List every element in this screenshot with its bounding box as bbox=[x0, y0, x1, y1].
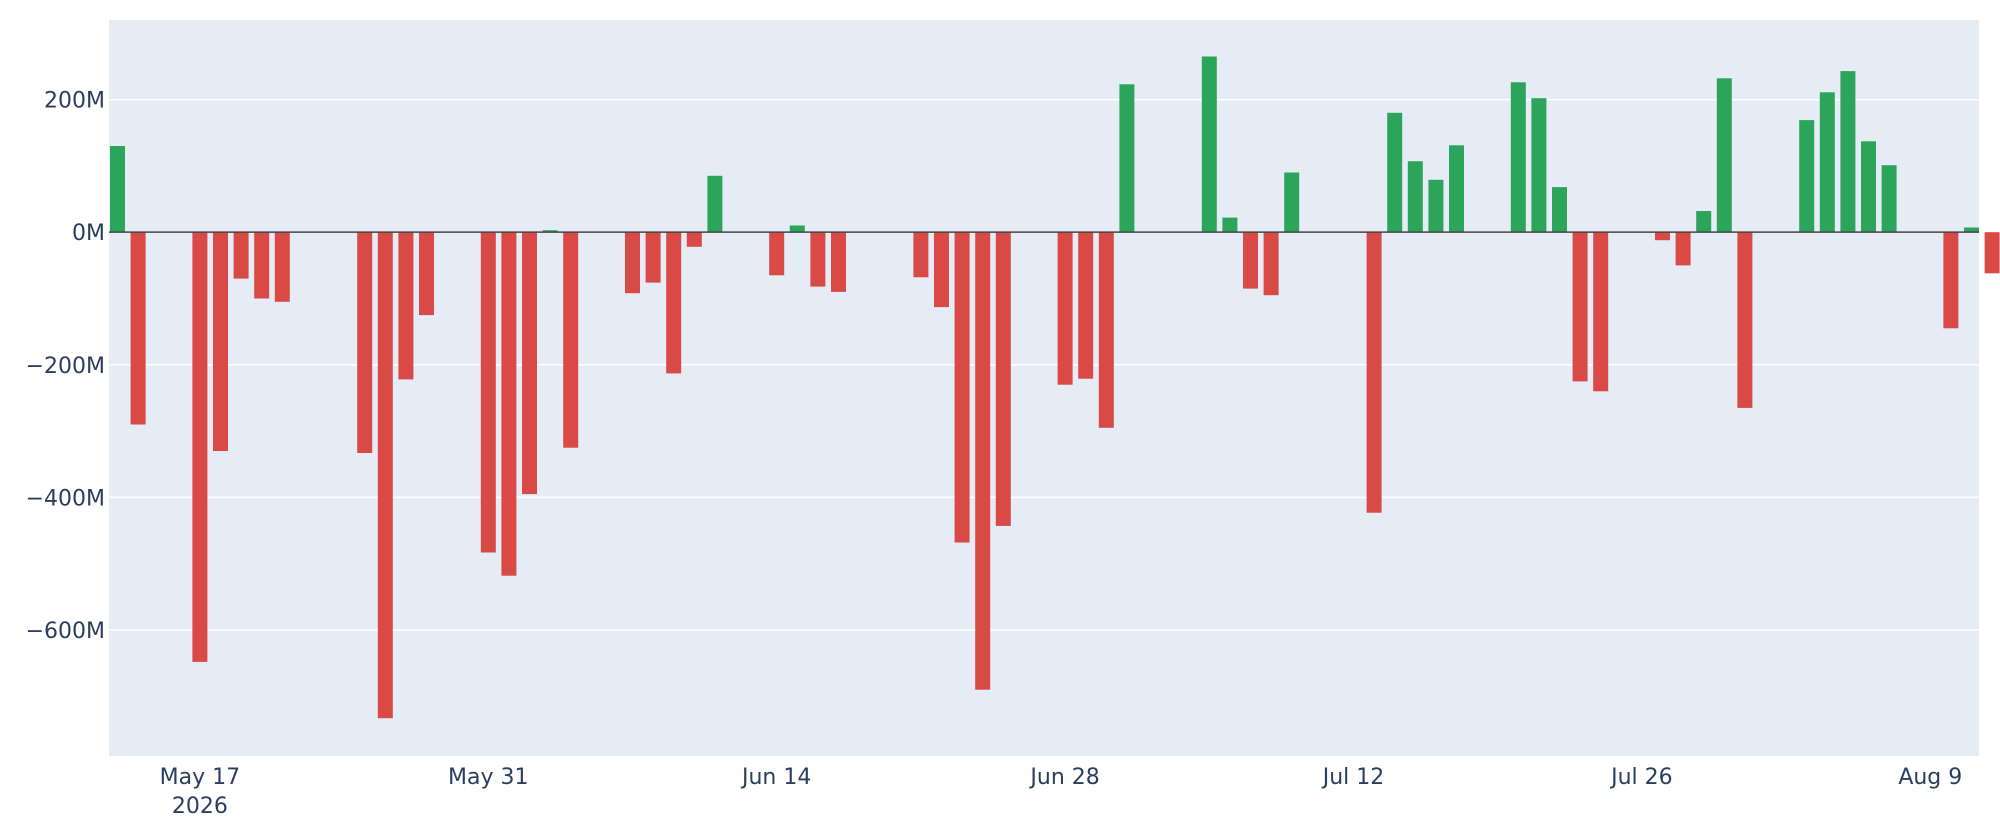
bar bbox=[789, 225, 805, 233]
bar bbox=[995, 232, 1011, 526]
bar bbox=[254, 232, 270, 299]
x-tick-year-label: 2026 bbox=[172, 794, 228, 819]
x-tick-label: Jun 28 bbox=[1028, 765, 1099, 790]
x-tick-label: Jul 12 bbox=[1321, 765, 1385, 790]
x-tick-label: May 31 bbox=[448, 765, 528, 790]
bar bbox=[110, 146, 125, 233]
y-tick-label: −400M bbox=[26, 486, 105, 511]
bar bbox=[357, 232, 373, 453]
x-tick-label: May 17 bbox=[160, 765, 240, 790]
bar bbox=[377, 232, 393, 719]
bar bbox=[1840, 71, 1856, 233]
bar bbox=[1449, 145, 1464, 233]
bar bbox=[1655, 232, 1670, 241]
bar bbox=[1737, 232, 1753, 408]
bar bbox=[480, 232, 496, 553]
bar bbox=[1861, 141, 1876, 233]
bar bbox=[274, 232, 290, 302]
bar bbox=[1552, 187, 1567, 233]
bar bbox=[1510, 82, 1526, 233]
y-tick-label: 0M bbox=[72, 221, 105, 246]
x-axis-ticks: May 17 2026 May 31 Jun 14 Jun 28 Jul 12 Jul 26… bbox=[160, 765, 1963, 819]
bar bbox=[1593, 232, 1609, 392]
bar bbox=[913, 232, 929, 278]
x-tick-label: Aug 9 bbox=[1898, 765, 1962, 790]
bar bbox=[1222, 217, 1238, 233]
bar bbox=[769, 232, 785, 276]
bar bbox=[1531, 98, 1547, 233]
bar bbox=[686, 232, 702, 247]
bar bbox=[1387, 112, 1403, 233]
bar bbox=[1881, 165, 1897, 233]
bar bbox=[1263, 232, 1279, 296]
bar bbox=[625, 232, 640, 294]
bar bbox=[934, 232, 949, 308]
bar bbox=[542, 230, 558, 233]
bars bbox=[110, 56, 2000, 719]
bar bbox=[1984, 232, 2000, 274]
bar bbox=[1675, 232, 1691, 266]
bar bbox=[419, 232, 434, 316]
bar bbox=[192, 232, 208, 662]
bar bbox=[1696, 211, 1712, 233]
bar bbox=[1201, 56, 1217, 233]
y-axis-ticks: 200M 0M −200M −400M −600M bbox=[26, 89, 105, 644]
grid-lines bbox=[109, 98, 1979, 631]
bar bbox=[810, 232, 826, 287]
bar bbox=[563, 232, 579, 448]
bar bbox=[831, 232, 846, 292]
x-tick-label: Jun 14 bbox=[740, 765, 811, 790]
bar bbox=[975, 232, 991, 690]
bar bbox=[1716, 78, 1732, 233]
plot-background bbox=[109, 20, 1979, 756]
bar bbox=[1943, 232, 1959, 329]
bar bbox=[501, 232, 517, 576]
bar bbox=[954, 232, 970, 543]
bar bbox=[1243, 232, 1258, 289]
bar bbox=[645, 232, 661, 283]
bar bbox=[213, 232, 228, 451]
y-tick-label: −200M bbox=[26, 354, 105, 379]
x-tick-label: Jul 26 bbox=[1609, 765, 1673, 790]
y-tick-label: −600M bbox=[26, 619, 105, 644]
bar bbox=[1078, 232, 1094, 379]
bar bbox=[398, 232, 414, 380]
bar bbox=[1366, 232, 1382, 513]
bar bbox=[1284, 172, 1300, 233]
bar bbox=[1057, 232, 1073, 385]
bar bbox=[1572, 232, 1588, 382]
bar bbox=[707, 175, 723, 233]
bar bbox=[233, 232, 249, 279]
bar bbox=[666, 232, 682, 374]
bar bbox=[1964, 227, 1979, 233]
y-tick-label: 200M bbox=[44, 89, 105, 114]
bar bbox=[522, 232, 537, 495]
bar bbox=[1819, 92, 1835, 233]
bar bbox=[1428, 179, 1444, 233]
bar bbox=[1119, 84, 1135, 233]
bar bbox=[1407, 161, 1423, 233]
bar bbox=[1098, 232, 1114, 428]
bar bbox=[130, 232, 146, 425]
bar bbox=[1799, 120, 1815, 233]
